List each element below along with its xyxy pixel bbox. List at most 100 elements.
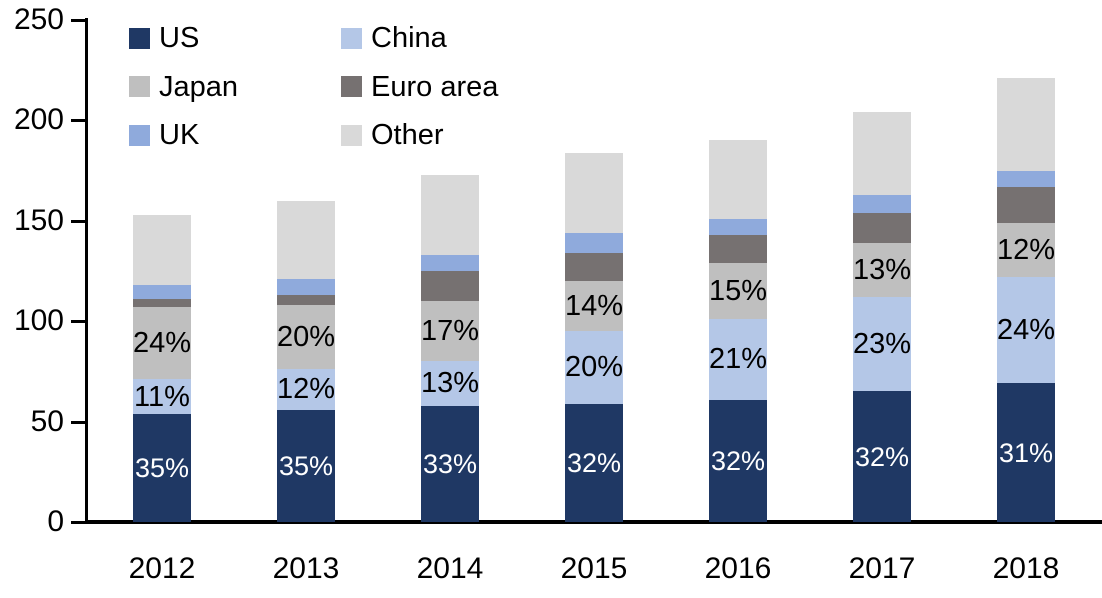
bar-segment-euro-area-2013: [277, 295, 335, 306]
y-tick-label: 200: [13, 103, 64, 137]
bar-segment-other-2013: [277, 200, 335, 280]
x-tick-label-2013: 2013: [272, 552, 340, 585]
bar-segment-japan-2018: [997, 222, 1055, 277]
segment-percent-label: 12%: [996, 233, 1056, 266]
bar-segment-other-2017: [853, 112, 911, 195]
bar-segment-other-2018: [997, 78, 1055, 171]
legend-item-us: US: [129, 22, 200, 54]
bar-segment-euro-area-2016: [709, 234, 767, 263]
bar-segment-euro-area-2015: [565, 252, 623, 282]
bar-segment-japan-2012: [133, 307, 191, 380]
legend-label: Japan: [159, 70, 239, 103]
x-tick-label-2014: 2014: [416, 552, 484, 585]
bar-segment-other-2016: [709, 140, 767, 219]
segment-percent-label: 12%: [276, 373, 336, 406]
bar-segment-china-2015: [565, 331, 623, 404]
y-tick-label: 100: [13, 304, 64, 338]
y-tick-label: 150: [13, 203, 64, 237]
bar-segment-other-2014: [421, 174, 479, 255]
bar-segment-china-2017: [853, 297, 911, 392]
legend-label: China: [371, 22, 447, 54]
legend-item-euro-area: Euro area: [341, 70, 499, 103]
legend-swatch-icon: [341, 27, 362, 49]
y-tick-label: 50: [30, 404, 64, 438]
bar-segment-us-2016: [709, 399, 767, 522]
y-tick-mark: [71, 119, 86, 123]
bar-segment-uk-2014: [421, 254, 479, 271]
bar-segment-euro-area-2012: [133, 299, 191, 308]
bar-segment-uk-2018: [997, 170, 1055, 187]
segment-percent-label: 11%: [134, 380, 190, 413]
bar-segment-china-2013: [277, 369, 335, 410]
bar-segment-japan-2017: [853, 242, 911, 298]
bar-segment-china-2016: [709, 319, 767, 400]
y-tick-mark: [71, 219, 86, 223]
legend-item-uk: UK: [129, 119, 200, 151]
bar-segment-japan-2016: [709, 262, 767, 320]
bar-segment-us-2017: [853, 391, 911, 522]
segment-percent-label: 33%: [422, 448, 478, 479]
legend-label: US: [159, 22, 200, 54]
legend-label: Euro area: [371, 70, 499, 103]
legend-label: UK: [159, 119, 200, 151]
segment-percent-label: 15%: [708, 275, 768, 308]
segment-percent-label: 20%: [564, 351, 624, 384]
segment-percent-label: 14%: [564, 290, 624, 323]
segment-percent-label: 20%: [276, 321, 336, 354]
segment-percent-label: 13%: [852, 253, 912, 286]
segment-percent-label: 21%: [708, 343, 768, 376]
x-tick-label-2017: 2017: [848, 552, 916, 585]
segment-percent-label: 24%: [996, 314, 1056, 347]
segment-percent-label: 32%: [566, 447, 622, 478]
segment-percent-label: 31%: [998, 437, 1054, 468]
y-tick-mark: [71, 19, 86, 22]
segment-percent-label: 23%: [852, 328, 912, 361]
bar-segment-us-2013: [277, 409, 335, 522]
legend-swatch-icon: [129, 124, 150, 146]
y-axis-line: [85, 18, 88, 524]
bar-segment-china-2012: [133, 379, 191, 414]
bar-segment-uk-2017: [853, 194, 911, 213]
segment-percent-label: 35%: [134, 452, 190, 483]
legend-swatch-icon: [129, 76, 150, 97]
bar-segment-japan-2013: [277, 305, 335, 370]
bar-segment-uk-2015: [565, 232, 623, 253]
legend-swatch-icon: [341, 76, 362, 97]
legend-label: Other: [371, 119, 444, 151]
segment-percent-label: 32%: [854, 441, 910, 472]
bar-segment-uk-2012: [133, 285, 191, 300]
bar-segment-china-2014: [421, 361, 479, 406]
bar-segment-us-2014: [421, 405, 479, 522]
bar-segment-china-2018: [997, 277, 1055, 384]
x-tick-label-2012: 2012: [128, 552, 196, 585]
bar-segment-us-2012: [133, 413, 191, 522]
segment-percent-label: 32%: [710, 445, 766, 476]
bar-segment-us-2018: [997, 383, 1055, 522]
y-tick-mark: [71, 320, 86, 324]
y-tick-label: 0: [47, 505, 64, 538]
x-tick-label-2018: 2018: [992, 552, 1060, 585]
bar-segment-japan-2015: [565, 281, 623, 332]
y-tick-label: 250: [13, 3, 64, 36]
segment-percent-label: 35%: [278, 450, 334, 481]
x-axis-line: [85, 520, 1102, 524]
bar-segment-us-2015: [565, 403, 623, 522]
bar-segment-euro-area-2018: [997, 186, 1055, 223]
bar-segment-euro-area-2017: [853, 212, 911, 243]
legend-swatch-icon: [129, 27, 150, 49]
legend-item-china: China: [341, 22, 447, 54]
bar-segment-uk-2016: [709, 218, 767, 235]
legend-item-japan: Japan: [129, 70, 239, 103]
y-tick-mark: [71, 420, 86, 424]
segment-percent-label: 17%: [420, 315, 480, 348]
bar-segment-other-2015: [565, 152, 623, 233]
x-tick-label-2015: 2015: [560, 552, 628, 585]
legend-item-other: Other: [341, 119, 444, 151]
bar-segment-uk-2013: [277, 279, 335, 296]
x-tick-label-2016: 2016: [704, 552, 772, 585]
bar-segment-other-2012: [133, 214, 191, 286]
bar-segment-japan-2014: [421, 301, 479, 362]
segment-percent-label: 13%: [420, 367, 480, 400]
y-tick-mark: [71, 521, 86, 524]
